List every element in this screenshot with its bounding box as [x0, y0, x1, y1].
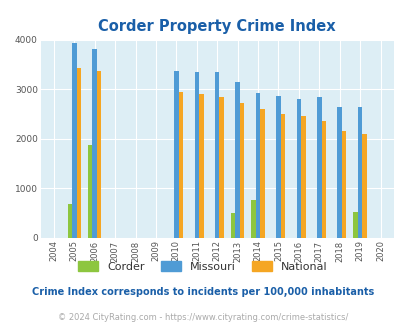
Title: Corder Property Crime Index: Corder Property Crime Index: [98, 19, 335, 34]
Bar: [255, 92, 260, 238]
Bar: [230, 214, 235, 238]
Bar: [251, 200, 255, 238]
Bar: [178, 92, 183, 238]
Bar: [275, 96, 280, 238]
Bar: [235, 82, 239, 238]
Text: Crime Index corresponds to incidents per 100,000 inhabitants: Crime Index corresponds to incidents per…: [32, 287, 373, 297]
Bar: [239, 104, 244, 238]
Bar: [92, 49, 97, 238]
Bar: [174, 71, 178, 238]
Bar: [301, 116, 305, 238]
Bar: [198, 94, 203, 238]
Bar: [77, 68, 81, 238]
Bar: [341, 131, 345, 238]
Bar: [296, 98, 301, 238]
Bar: [88, 145, 92, 238]
Bar: [316, 97, 321, 238]
Bar: [337, 107, 341, 238]
Legend: Corder, Missouri, National: Corder, Missouri, National: [73, 256, 332, 276]
Bar: [97, 71, 101, 238]
Bar: [321, 121, 325, 238]
Bar: [280, 115, 284, 238]
Bar: [260, 110, 264, 238]
Bar: [219, 96, 224, 238]
Bar: [67, 204, 72, 238]
Bar: [194, 72, 198, 238]
Bar: [362, 134, 366, 238]
Bar: [214, 72, 219, 238]
Bar: [352, 212, 357, 238]
Bar: [357, 107, 362, 238]
Bar: [72, 43, 77, 238]
Text: © 2024 CityRating.com - https://www.cityrating.com/crime-statistics/: © 2024 CityRating.com - https://www.city…: [58, 313, 347, 322]
